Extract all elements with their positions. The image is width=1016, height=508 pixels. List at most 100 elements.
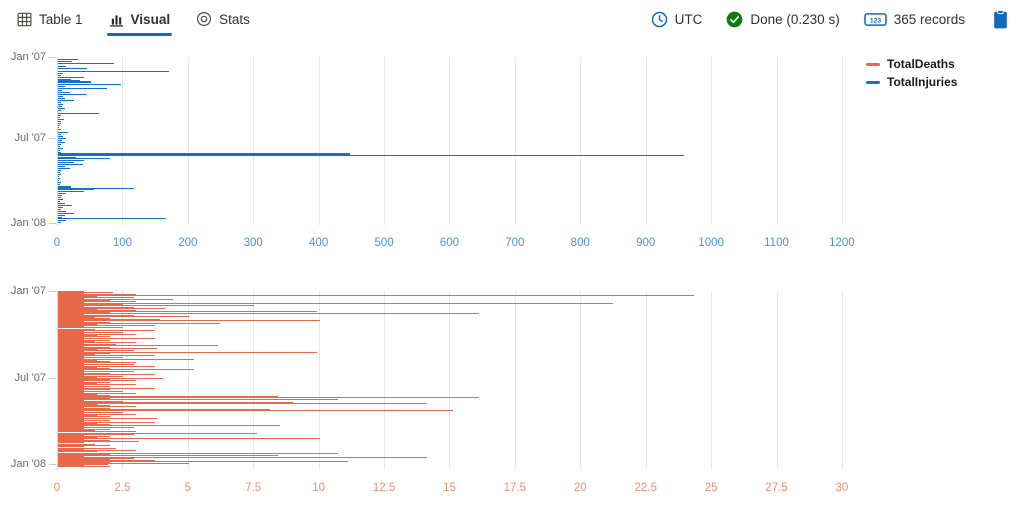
- bar: [58, 150, 60, 152]
- legend-label: TotalDeaths: [887, 57, 955, 71]
- bar: [58, 383, 98, 385]
- x-tick-label: 0: [53, 482, 61, 494]
- injuries-plot-area[interactable]: [57, 57, 855, 225]
- bar: [58, 402, 294, 404]
- bar: [58, 184, 60, 186]
- gridline: [384, 291, 386, 470]
- bar: [58, 455, 278, 457]
- gridline: [711, 291, 713, 470]
- bar: [58, 365, 85, 367]
- bar: [58, 421, 85, 423]
- bar: [58, 373, 111, 375]
- y-tick-label: Jan '07: [10, 51, 46, 63]
- gridline: [514, 57, 516, 225]
- bar: [58, 296, 98, 298]
- bar: [58, 310, 137, 312]
- bar: [58, 350, 134, 352]
- total-injuries-chart: 0 100 200 300 400 500 600 700 800 900 1000 1100 1200…: [0, 51, 1016, 257]
- x-tick-label: 20: [573, 482, 587, 494]
- deaths-plot-area[interactable]: [57, 291, 855, 470]
- bar: [58, 302, 85, 304]
- bar: [58, 66, 66, 68]
- gridline: [187, 57, 189, 225]
- bar: [58, 367, 98, 369]
- bar: [58, 416, 111, 418]
- bar: [58, 292, 113, 294]
- y-tick-label: Jul '07: [14, 132, 46, 144]
- bar: [58, 98, 66, 100]
- bar: [58, 359, 195, 361]
- bar: [58, 442, 85, 444]
- bar: [58, 305, 255, 307]
- bar: [58, 433, 257, 435]
- bar: [58, 158, 111, 160]
- bar: [58, 405, 111, 407]
- bar: [58, 323, 221, 325]
- bar: [58, 142, 65, 144]
- bar: [58, 415, 98, 417]
- bar: [58, 357, 124, 359]
- legend-item-totalinjuries[interactable]: TotalInjuries: [866, 75, 957, 89]
- bar: [58, 329, 95, 331]
- x-tick-label: 17.5: [503, 482, 527, 494]
- y-axis-line: [57, 291, 58, 470]
- copy-results-button[interactable]: [993, 9, 1008, 29]
- bar: [58, 186, 72, 188]
- bar: [58, 125, 60, 127]
- x-tick-label: 800: [570, 237, 590, 249]
- x-tick-label: 1100: [764, 237, 789, 249]
- tab-table-1[interactable]: Table 1: [17, 0, 83, 38]
- bar: [58, 138, 66, 140]
- bar: [58, 368, 111, 370]
- bar: [58, 92, 71, 94]
- bar: [58, 379, 111, 381]
- bar: [58, 384, 137, 386]
- bar: [58, 215, 65, 217]
- y-tick-mark: [49, 57, 56, 58]
- bar: [58, 454, 111, 456]
- bar: [58, 355, 155, 357]
- bar: [58, 346, 85, 348]
- bar: [58, 199, 64, 201]
- timezone-selector[interactable]: UTC: [651, 11, 702, 28]
- bar: [58, 426, 85, 428]
- record-count: 123 365 records: [863, 11, 965, 28]
- x-tick-label: 12.5: [372, 482, 396, 494]
- bar: [58, 68, 88, 70]
- y-tick-label: Jan '08: [10, 458, 46, 470]
- bar: [58, 453, 338, 455]
- tab-visual[interactable]: Visual: [106, 0, 173, 38]
- bar: [58, 326, 85, 328]
- bar: [58, 134, 62, 136]
- bar: [58, 385, 85, 387]
- bar: [58, 450, 137, 452]
- bar: [58, 136, 64, 138]
- y-tick-mark: [49, 378, 56, 379]
- bar: [58, 306, 85, 308]
- bar: [58, 381, 85, 383]
- bar: [58, 398, 111, 400]
- bar: [58, 79, 72, 81]
- bar: [58, 371, 134, 373]
- bar: [58, 157, 77, 159]
- x-tick-label: 200: [178, 237, 198, 249]
- bar: [58, 293, 85, 295]
- tab-stats[interactable]: Stats: [196, 0, 250, 38]
- bar: [58, 458, 134, 460]
- bar: [58, 343, 85, 345]
- legend-item-totaldeaths[interactable]: TotalDeaths: [866, 57, 957, 71]
- bar: [58, 314, 85, 316]
- x-tick-label: 15: [443, 482, 456, 494]
- bar: [58, 209, 62, 211]
- bar: [58, 77, 84, 79]
- bar: [58, 440, 111, 442]
- y-tick-label: Jan '07: [10, 285, 46, 297]
- bar: [58, 363, 85, 365]
- bar: [58, 148, 64, 150]
- bar: [58, 403, 427, 405]
- bar: [58, 340, 111, 342]
- bar: [58, 162, 75, 164]
- bar: [58, 211, 66, 213]
- gridline: [580, 57, 582, 225]
